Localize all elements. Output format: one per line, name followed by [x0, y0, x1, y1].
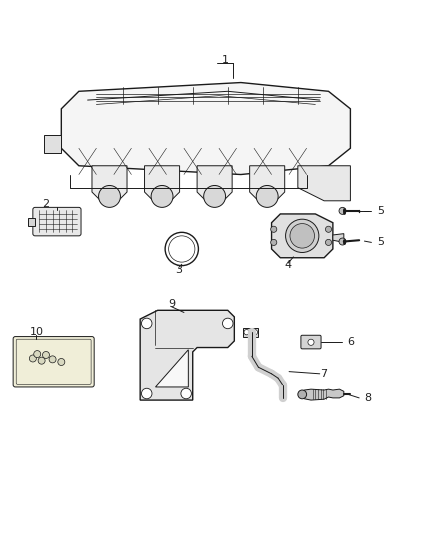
Polygon shape [92, 166, 127, 201]
Polygon shape [243, 328, 258, 336]
Polygon shape [145, 166, 180, 201]
Polygon shape [250, 166, 285, 201]
Circle shape [29, 355, 36, 362]
Circle shape [290, 223, 314, 248]
Circle shape [181, 388, 191, 399]
Circle shape [141, 318, 152, 329]
Text: 5: 5 [378, 237, 385, 247]
Circle shape [49, 356, 56, 363]
Circle shape [99, 185, 120, 207]
Polygon shape [28, 219, 35, 226]
Circle shape [58, 359, 65, 366]
Polygon shape [44, 135, 61, 152]
Circle shape [271, 239, 277, 246]
Circle shape [339, 207, 346, 214]
Circle shape [308, 339, 314, 345]
Text: 6: 6 [347, 337, 354, 348]
Circle shape [286, 219, 319, 253]
Circle shape [204, 185, 226, 207]
Text: 9: 9 [168, 298, 175, 309]
Polygon shape [140, 310, 234, 400]
Circle shape [256, 185, 278, 207]
Polygon shape [298, 166, 350, 201]
Circle shape [38, 357, 45, 364]
Text: 7: 7 [321, 369, 328, 379]
FancyBboxPatch shape [33, 207, 81, 236]
Text: 10: 10 [29, 327, 43, 337]
Circle shape [223, 318, 233, 329]
Circle shape [325, 239, 332, 246]
Text: 5: 5 [378, 206, 385, 216]
Circle shape [42, 351, 49, 359]
Circle shape [34, 351, 41, 358]
Polygon shape [302, 389, 344, 400]
Text: 1: 1 [222, 55, 229, 65]
Polygon shape [61, 83, 350, 174]
Polygon shape [333, 233, 344, 243]
Circle shape [244, 329, 249, 335]
Text: 2: 2 [42, 199, 49, 209]
Circle shape [271, 226, 277, 232]
Polygon shape [155, 350, 188, 387]
Circle shape [141, 388, 152, 399]
Polygon shape [197, 166, 232, 201]
Circle shape [325, 226, 332, 232]
Text: 8: 8 [364, 393, 371, 403]
Text: 4: 4 [285, 260, 292, 270]
FancyBboxPatch shape [301, 335, 321, 349]
Text: 3: 3 [175, 265, 182, 275]
Polygon shape [272, 214, 333, 258]
Circle shape [339, 238, 346, 245]
Circle shape [151, 185, 173, 207]
Circle shape [252, 329, 258, 335]
Circle shape [298, 390, 307, 399]
FancyBboxPatch shape [13, 336, 94, 387]
